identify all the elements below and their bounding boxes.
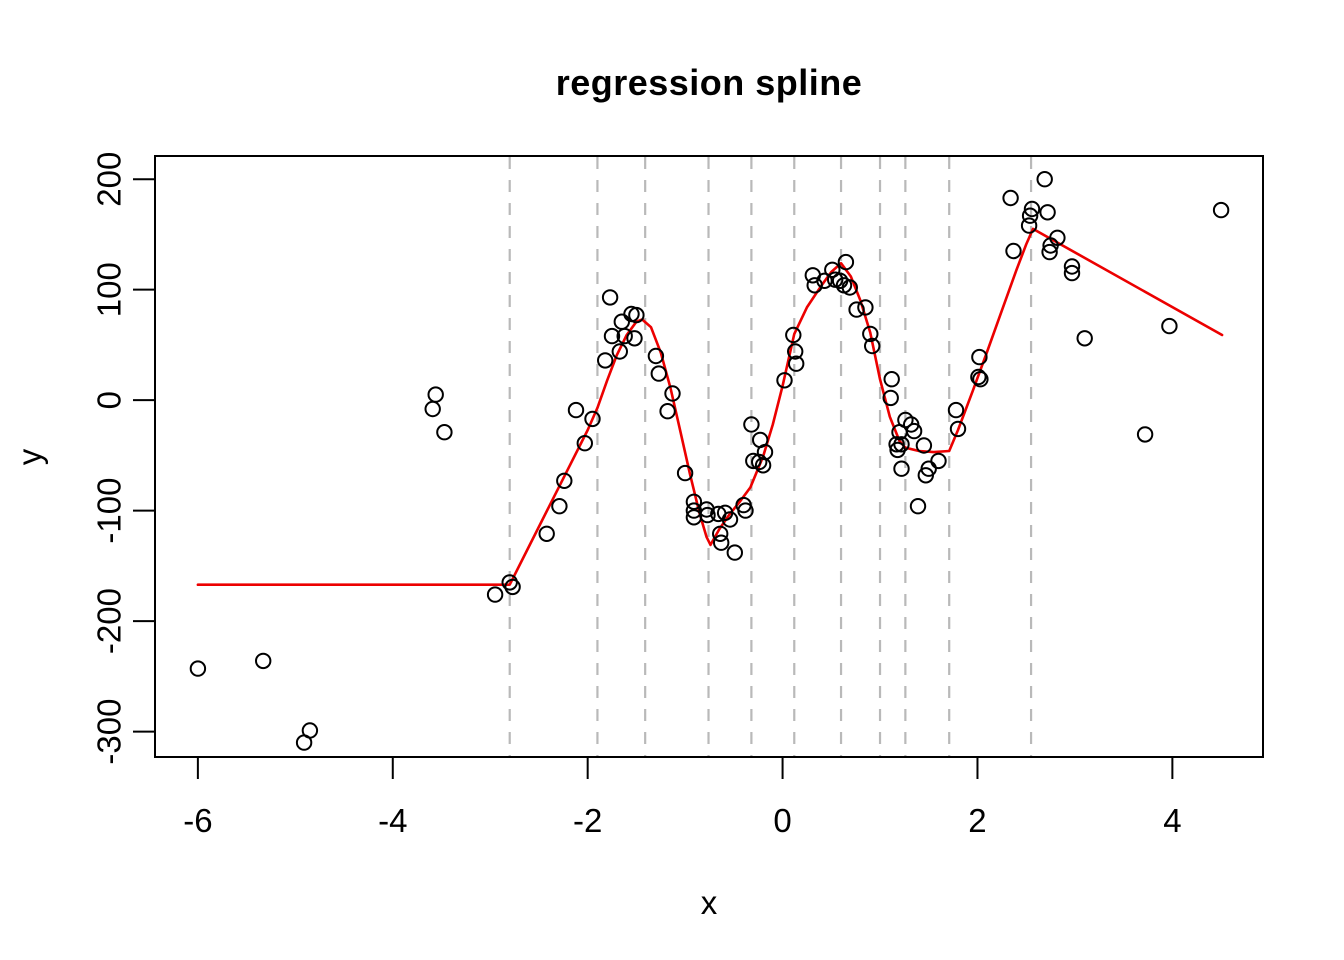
data-point <box>567 401 585 419</box>
data-point <box>712 525 729 542</box>
data-point <box>949 420 967 438</box>
x-tick-label: 2 <box>968 802 986 839</box>
data-point <box>862 325 879 343</box>
y-tick-label: 0 <box>91 391 128 409</box>
data-point <box>713 534 730 551</box>
data-point <box>882 389 899 407</box>
data-point <box>1039 204 1056 221</box>
data-point <box>1005 242 1022 260</box>
data-point <box>857 299 874 316</box>
data-point <box>726 544 743 561</box>
data-point <box>971 348 988 366</box>
data-point <box>616 327 633 345</box>
data-point <box>1063 264 1081 282</box>
data-point <box>905 422 923 440</box>
chart-title: regression spline <box>555 62 863 103</box>
x-tick-label: 0 <box>773 802 791 839</box>
data-point <box>551 498 568 515</box>
data-point <box>909 498 927 515</box>
data-point <box>486 586 504 603</box>
data-point <box>685 493 703 510</box>
data-point <box>970 368 987 386</box>
data-point <box>424 400 441 418</box>
data-point <box>888 436 905 453</box>
data-point <box>538 525 555 542</box>
data-point <box>893 460 910 477</box>
data-point <box>664 385 681 402</box>
y-tick-label: -300 <box>91 699 128 765</box>
data-point <box>745 452 762 470</box>
data-point <box>556 472 573 489</box>
y-tick-label: 200 <box>91 152 128 207</box>
data-point <box>930 452 947 470</box>
y-tick-label: 100 <box>91 262 128 317</box>
x-tick-label: 4 <box>1163 802 1181 839</box>
data-point <box>788 355 805 372</box>
data-point <box>628 306 645 324</box>
data-point <box>1049 229 1066 247</box>
data-point <box>756 443 774 461</box>
data-point <box>915 437 933 454</box>
data-point <box>1021 207 1039 224</box>
data-point <box>699 506 716 524</box>
data-point <box>1161 317 1178 335</box>
y-tick-label: -100 <box>91 478 128 544</box>
data-point <box>626 330 643 347</box>
data-point <box>787 343 804 360</box>
data-point <box>1002 189 1019 207</box>
data-point <box>576 435 593 452</box>
data-point <box>647 347 665 365</box>
data-point <box>504 578 521 596</box>
data-point <box>785 326 802 344</box>
data-point <box>848 301 865 318</box>
data-point <box>189 660 207 677</box>
y-tick-label: -200 <box>91 588 128 654</box>
plot-box <box>154 155 1264 758</box>
data-point <box>427 386 444 403</box>
x-tick-label: -6 <box>183 802 212 839</box>
x-tick-label: -4 <box>378 802 407 839</box>
data-point <box>650 365 667 382</box>
data-point <box>584 410 601 428</box>
data-point <box>737 502 754 519</box>
data-point <box>601 289 619 306</box>
data-point <box>841 279 858 296</box>
data-point <box>613 313 630 330</box>
data-point <box>972 371 989 388</box>
data-point <box>743 416 760 433</box>
x-axis-label: x <box>700 884 718 921</box>
data-point <box>837 253 855 271</box>
data-point <box>597 352 614 369</box>
data-point <box>806 277 823 294</box>
data-point <box>721 511 739 528</box>
data-point <box>893 436 910 453</box>
data-point <box>436 424 453 441</box>
data-point <box>611 343 628 360</box>
data-point <box>1041 243 1058 261</box>
data-point <box>920 460 937 477</box>
data-point <box>1036 171 1053 188</box>
data-point <box>1020 217 1038 234</box>
data-point <box>659 403 676 420</box>
data-point <box>776 372 793 389</box>
spline-curve <box>196 227 1224 586</box>
data-point <box>864 337 881 355</box>
data-point <box>816 272 833 289</box>
data-point <box>1063 258 1081 275</box>
data-point <box>301 722 319 739</box>
data-point <box>255 652 272 670</box>
data-point <box>883 371 900 388</box>
data-point <box>1076 330 1093 347</box>
data-point <box>947 401 965 419</box>
data-point <box>1136 426 1154 443</box>
data-point <box>1023 200 1041 218</box>
data-point <box>824 261 841 278</box>
data-point <box>676 464 694 482</box>
data-point <box>603 327 621 345</box>
x-tick-label: -2 <box>573 802 602 839</box>
data-point <box>1212 201 1230 219</box>
